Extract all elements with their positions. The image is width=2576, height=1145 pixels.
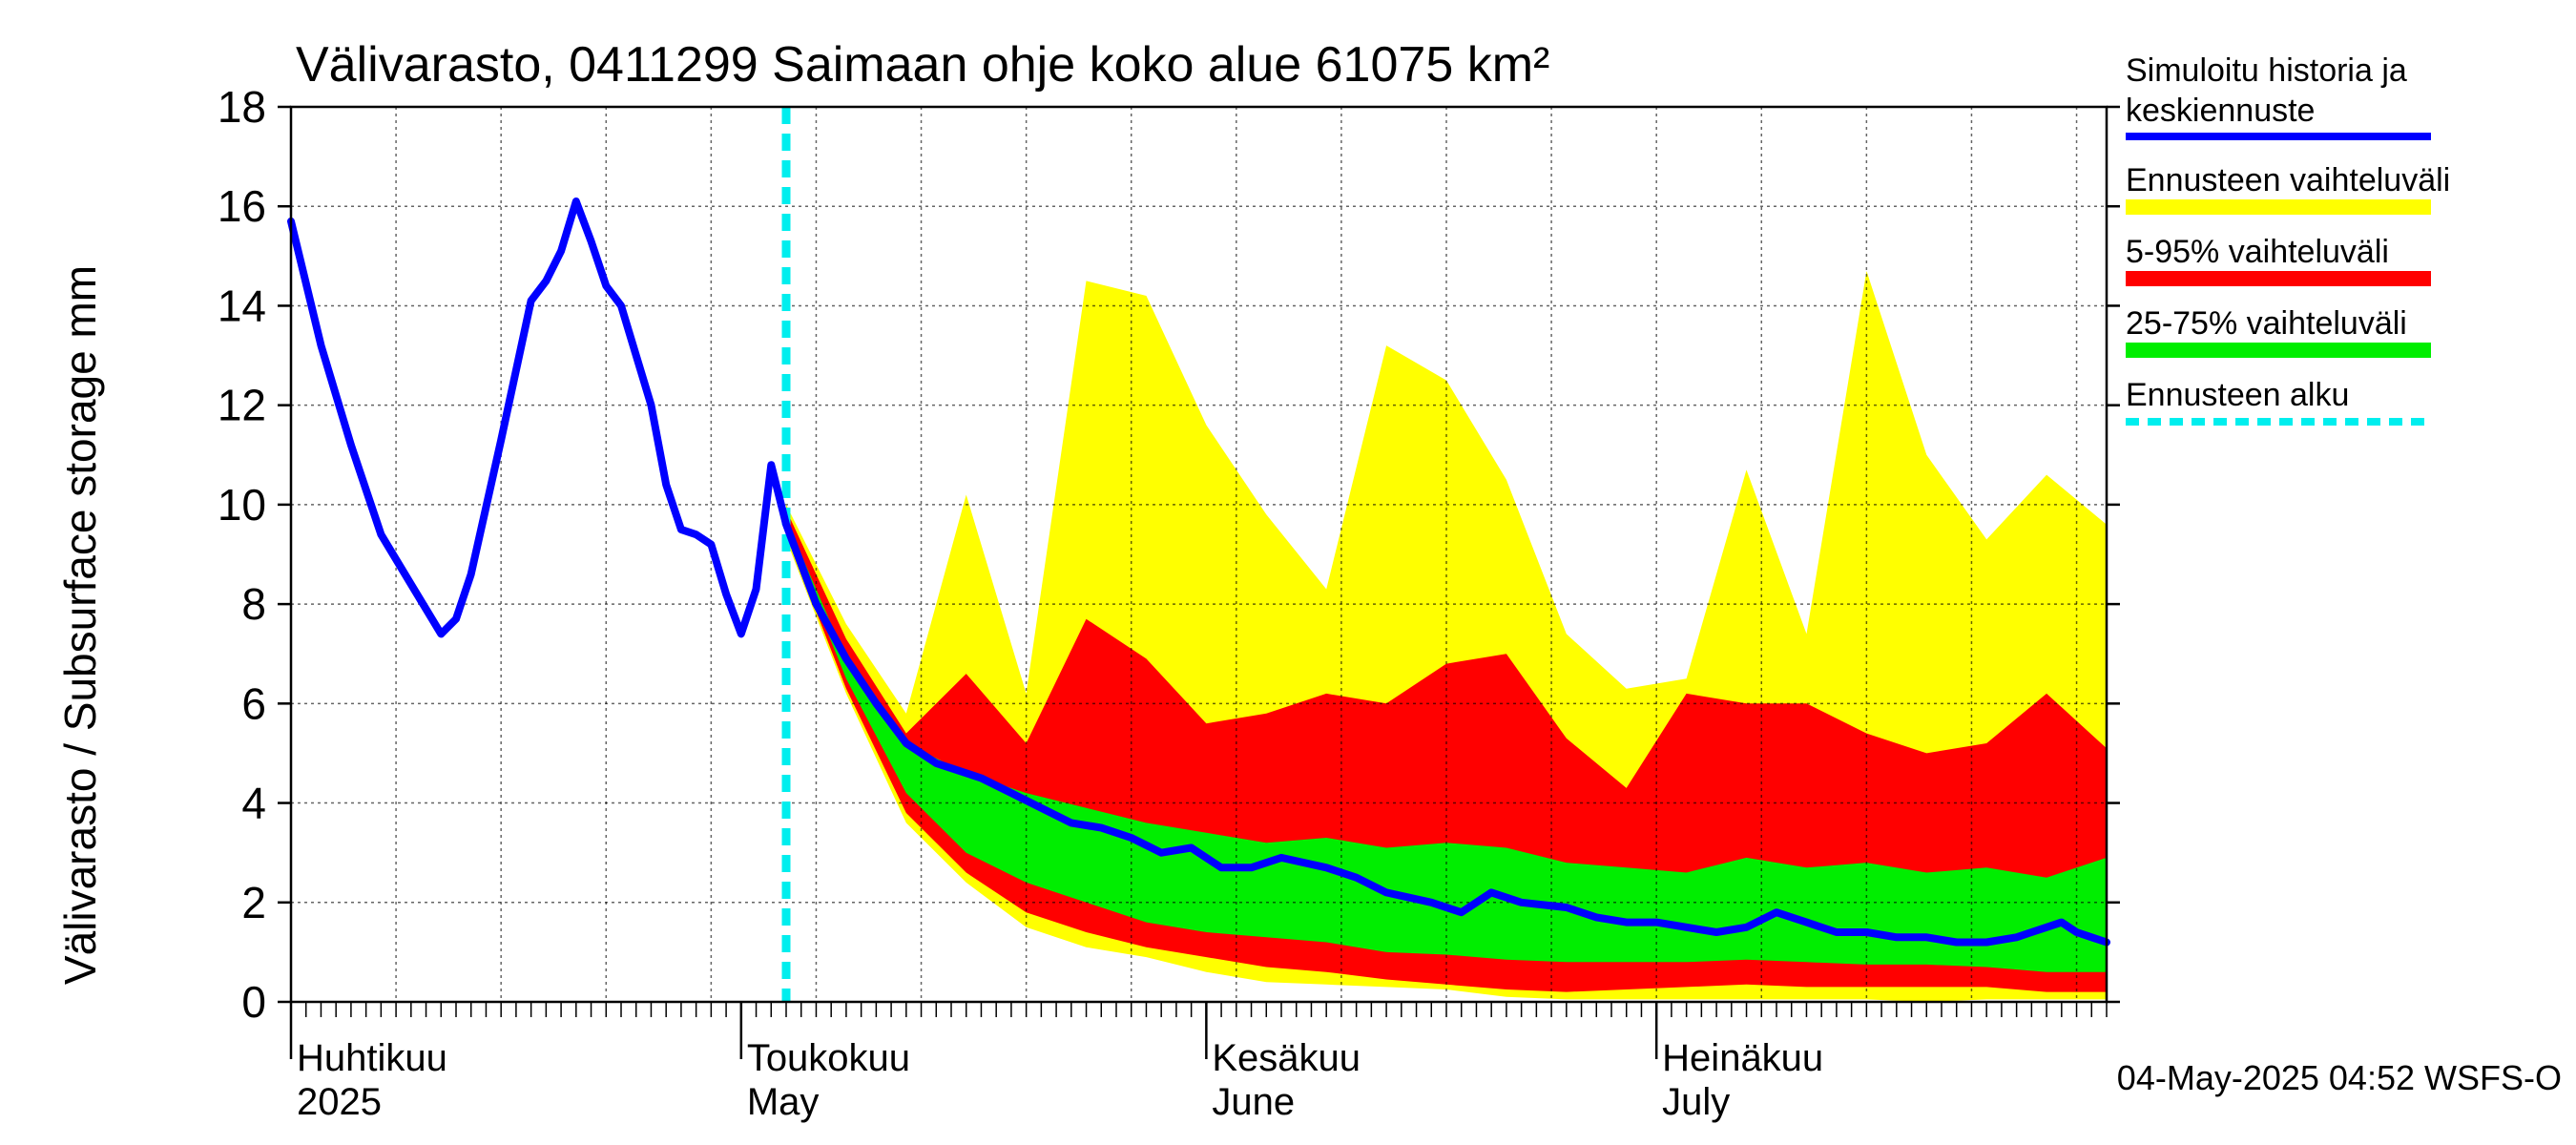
line-point	[1956, 942, 1958, 943]
line-point	[1220, 866, 1222, 868]
line-point	[651, 405, 652, 406]
line-point	[1776, 911, 1777, 913]
y-tick-label: 6	[241, 678, 266, 728]
line-point	[1595, 916, 1597, 918]
line-point	[710, 544, 712, 546]
line-point	[1686, 926, 1688, 928]
line-point	[605, 285, 607, 287]
y-tick-label: 2	[241, 878, 266, 927]
legend-label-2: 5-95% vaihteluväli	[2126, 234, 2389, 270]
line-point	[1385, 891, 1387, 893]
line-point	[875, 702, 877, 704]
line-point	[1461, 911, 1463, 913]
line-point	[380, 533, 382, 535]
line-point	[1325, 866, 1327, 868]
line-point	[816, 603, 817, 605]
line-point	[620, 304, 622, 306]
month-label-fi: Toukokuu	[747, 1037, 910, 1079]
line-point	[785, 524, 787, 526]
line-point	[1521, 902, 1523, 904]
line-point	[1040, 807, 1042, 809]
line-point	[560, 250, 562, 252]
plot-frame	[289, 105, 2109, 1004]
y-tick-label: 0	[241, 977, 266, 1027]
line-point	[1925, 936, 1927, 938]
line-point	[1131, 837, 1132, 839]
legend-label-1: Ennusteen vaihteluväli	[2126, 162, 2450, 198]
line-point	[770, 464, 772, 466]
line-point	[756, 589, 757, 590]
y-tick-label: 16	[218, 181, 266, 231]
line-point	[1746, 926, 1747, 928]
line-point	[2030, 931, 2032, 933]
line-point	[1566, 906, 1568, 908]
line-point	[1490, 891, 1492, 893]
band-2	[786, 519, 2107, 972]
line-point	[440, 633, 442, 635]
legend-label-3: 25-75% vaihteluväli	[2126, 305, 2407, 342]
line-point	[2016, 936, 2018, 938]
line-point	[2046, 926, 2047, 928]
month-label-en: July	[1662, 1081, 1730, 1123]
line-point	[1806, 922, 1807, 924]
line-point	[1896, 936, 1898, 938]
line-point	[591, 240, 592, 242]
line-point	[1430, 902, 1432, 904]
y-axis-label: Välivarasto / Subsurface storage mm	[55, 265, 105, 985]
line-point	[1836, 931, 1838, 933]
chart-title: Välivarasto, 0411299 Saimaan ohje koko a…	[296, 37, 1549, 93]
line-point	[530, 300, 532, 302]
line-point	[575, 200, 577, 202]
y-tick-label: 4	[241, 779, 266, 828]
line-point	[2090, 936, 2092, 938]
line-point	[680, 529, 682, 531]
line-point	[455, 618, 457, 620]
y-tick-label: 14	[218, 281, 266, 330]
line-point	[321, 344, 322, 346]
line-point	[470, 573, 472, 575]
line-point	[665, 484, 667, 486]
line-point	[1191, 847, 1193, 848]
y-tick-label: 18	[218, 82, 266, 132]
line-point	[1356, 877, 1358, 879]
line-point	[1160, 852, 1162, 854]
line-point	[1070, 822, 1072, 823]
line-point	[350, 444, 352, 446]
line-point	[1280, 857, 1282, 859]
line-point	[905, 742, 907, 744]
line-point	[935, 762, 937, 764]
line-point	[1251, 866, 1252, 868]
line-point	[1655, 922, 1657, 924]
line-point	[725, 593, 727, 595]
month-label-fi: Heinäkuu	[1662, 1037, 1823, 1079]
line-point	[981, 778, 982, 779]
line-point	[1010, 792, 1012, 794]
line-point	[1100, 827, 1102, 829]
y-tick-label: 8	[241, 579, 266, 629]
line-point	[845, 657, 847, 659]
legend-label-4: Ennusteen alku	[2126, 377, 2349, 413]
month-label-en: June	[1212, 1081, 1295, 1123]
month-label-en: 2025	[297, 1081, 382, 1123]
month-label-fi: Kesäkuu	[1212, 1037, 1361, 1079]
line-point	[410, 583, 412, 585]
line-point	[2061, 922, 2063, 924]
timestamp-footer: 04-May-2025 04:52 WSFS-O	[2117, 1058, 2562, 1097]
month-label-en: May	[747, 1081, 820, 1123]
y-tick-label: 10	[218, 480, 266, 530]
line-point	[500, 439, 502, 441]
y-tick-label: 12	[218, 381, 266, 430]
line-point	[2076, 931, 2077, 933]
month-label-fi: Huhtikuu	[297, 1037, 447, 1079]
line-point	[1865, 931, 1867, 933]
legend-label-0: Simuloitu historia ja keskiennuste	[2126, 52, 2407, 129]
line-point	[1626, 922, 1628, 924]
line-point	[1715, 931, 1717, 933]
line-point	[740, 633, 742, 635]
line-point	[1985, 942, 1987, 943]
